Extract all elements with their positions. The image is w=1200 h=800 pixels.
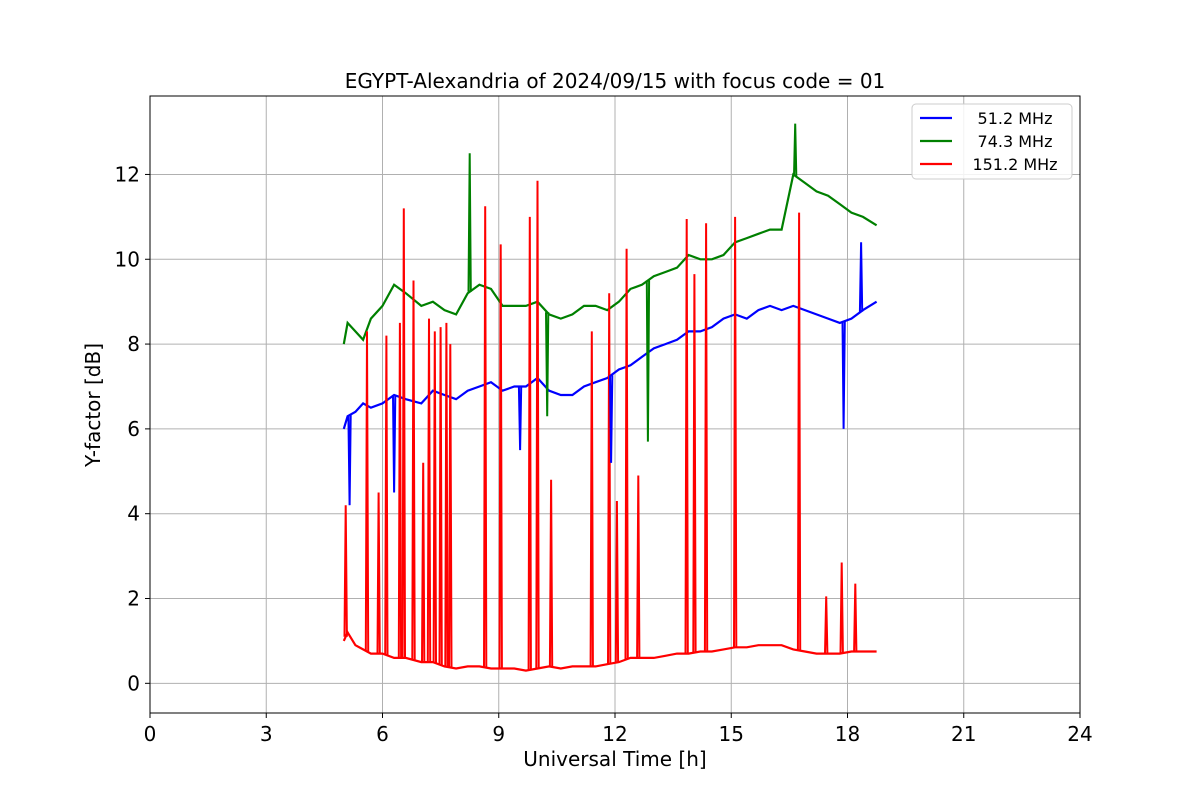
x-axis-ticks: 0 3 6 9 12 15 18 21 24 [144,713,1093,746]
series-group [342,123,878,672]
spike-point [841,321,846,429]
spike-point [483,206,488,668]
spike-point [853,583,858,652]
spike-point [527,216,532,670]
spike-point [347,415,352,506]
y-tick-label: 6 [127,417,140,441]
spike-point [426,318,432,663]
spike-point [589,331,594,667]
spike-point [432,331,437,663]
spike-point [793,123,798,176]
spike-point [438,327,443,665]
series-line-151-2-mhz [342,630,877,672]
x-tick-label: 15 [719,722,744,746]
y-axis-label: Y-factor [dB] [81,343,105,468]
x-tick-label: 21 [951,722,976,746]
x-tick-label: 18 [835,722,860,746]
spike-point [448,344,453,668]
spike-point [692,274,697,653]
spike-point [498,244,503,669]
spike-point [824,596,829,654]
spike-point [703,223,709,652]
spike-point [839,562,844,654]
spike-point [392,394,397,493]
spike-point [607,293,612,664]
spike-point [421,462,426,663]
y-tick-label: 8 [127,332,140,356]
spike-point [535,180,540,669]
x-tick-label: 24 [1067,722,1092,746]
spike-point [624,248,629,660]
spike-point [467,153,472,292]
spike-point [384,335,389,656]
legend: 51.2 MHz 74.3 MHz 151.2 MHz [911,103,1073,180]
spike-point [545,312,550,417]
spike-point [376,492,381,654]
spike-point [858,242,864,312]
spike-point [517,386,523,451]
y-tick-label: 4 [127,502,140,526]
y-axis-ticks: 0 2 4 6 8 10 12 [115,162,150,695]
y-tick-label: 0 [127,671,140,695]
series-line-74-3-mhz [342,172,878,345]
spike-point [343,505,348,637]
spike-point [401,208,406,658]
x-tick-label: 6 [376,722,389,746]
legend-box [911,103,1073,180]
legend-label: 151.2 MHz [972,155,1057,174]
x-tick-label: 12 [602,722,627,746]
spike-point [364,331,370,652]
spike-point [733,216,738,648]
spike-point [411,280,416,661]
spike-point [548,479,554,667]
spike-point [796,212,802,651]
spike-point [684,218,689,654]
x-tick-label: 0 [144,722,157,746]
x-tick-label: 3 [260,722,273,746]
y-tick-label: 2 [127,587,140,611]
grid [149,96,1081,713]
legend-label: 74.3 MHz [978,132,1053,151]
x-tick-label: 9 [492,722,505,746]
spike-point [609,375,614,463]
spike-point [444,322,449,667]
x-axis-label: Universal Time [h] [523,747,706,771]
chart-title: EGYPT-Alexandria of 2024/09/15 with focu… [345,69,886,93]
y-tick-label: 10 [115,247,140,271]
spike-point [614,500,620,663]
spike-point [636,475,641,658]
legend-label: 51.2 MHz [978,109,1053,128]
spike-point [397,322,403,658]
y-tick-label: 12 [115,162,140,186]
spike-point [645,280,651,442]
series-line-51-2-mhz [342,300,878,430]
